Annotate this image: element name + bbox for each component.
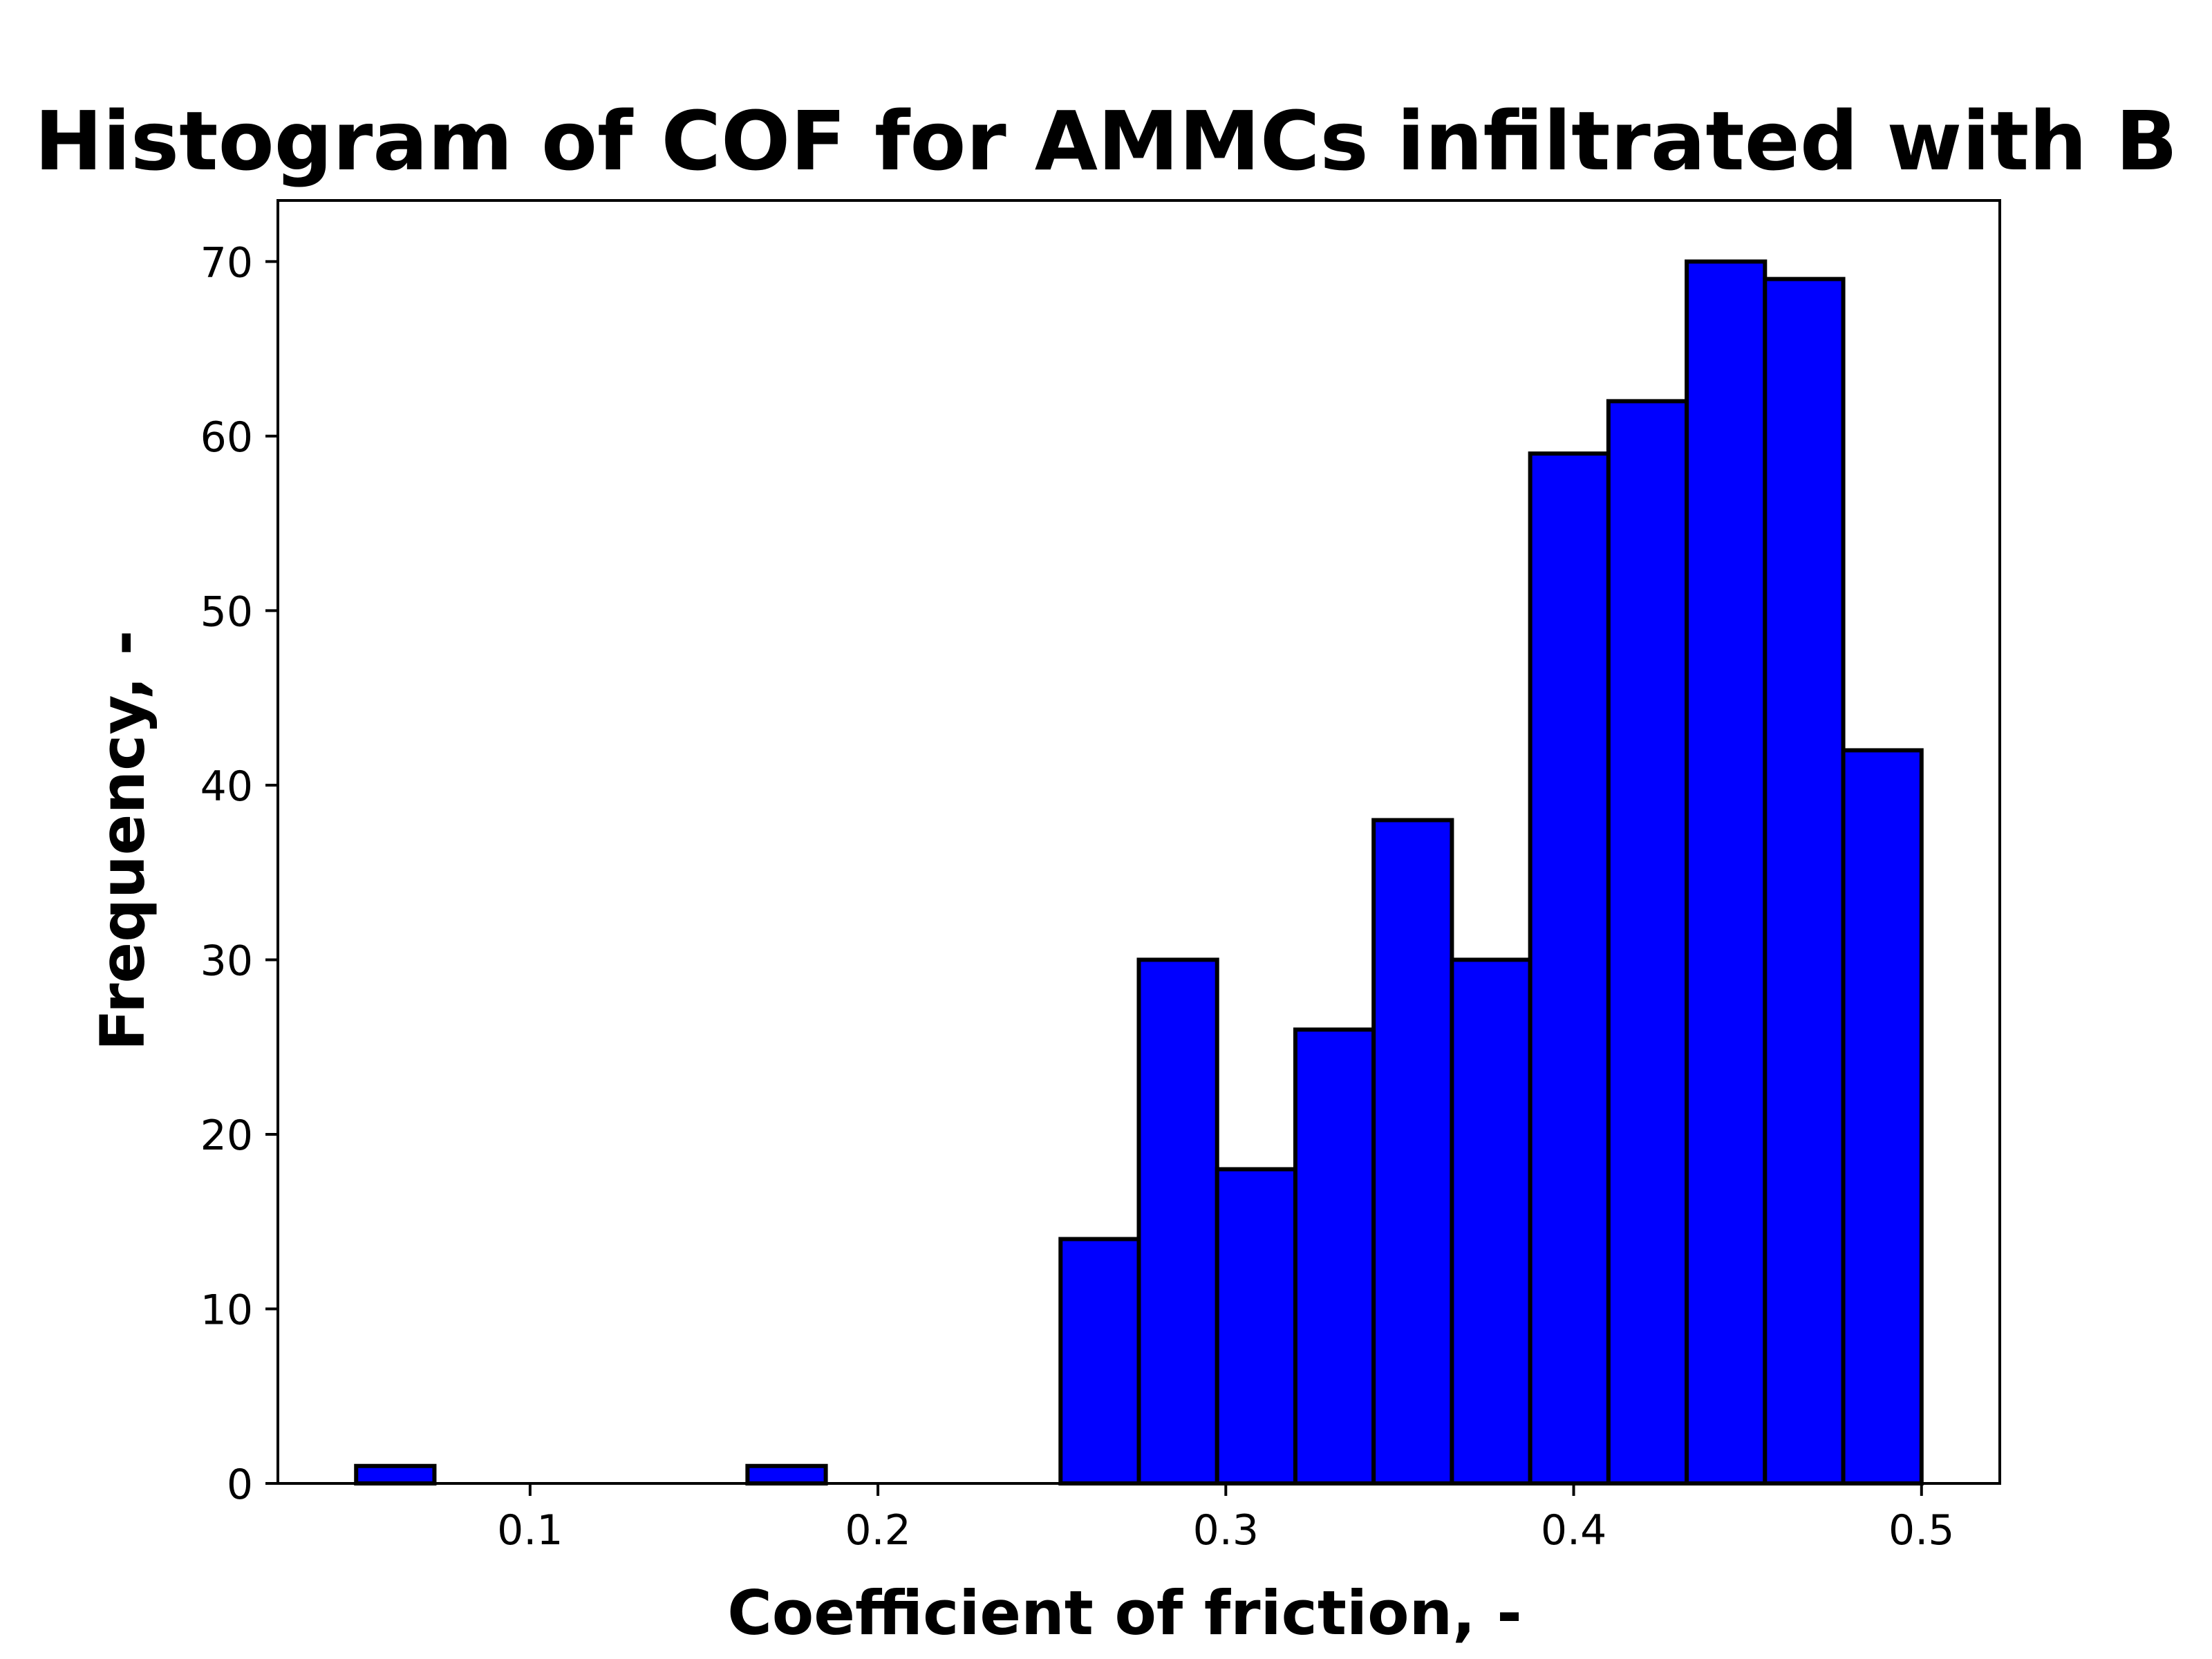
y-tick-label: 70 <box>200 238 253 287</box>
histogram-bar <box>1136 957 1219 1485</box>
y-tick-label: 30 <box>200 937 253 985</box>
y-tick-label: 60 <box>200 413 253 462</box>
x-axis-ticks: 0.1 0.2 0.3 0.4 0.5 <box>497 1483 1954 1555</box>
histogram-bar <box>1528 451 1611 1485</box>
y-tick-label: 50 <box>200 588 253 636</box>
y-tick-label: 10 <box>200 1286 253 1334</box>
x-axis-label: Coefficient of friction, - <box>727 1577 1522 1649</box>
histogram-bar <box>1450 957 1533 1485</box>
histogram-bar <box>1371 818 1454 1486</box>
histogram-bar <box>1606 399 1689 1485</box>
x-tick-label: 0.5 <box>1888 1506 1954 1555</box>
y-axis-ticks: 0 10 20 30 40 50 60 70 <box>200 238 278 1509</box>
x-tick-label: 0.4 <box>1541 1506 1606 1555</box>
histogram-bar <box>1058 1237 1141 1485</box>
chart-title: Histogram of COF for AMMCs infiltrated w… <box>35 93 2178 189</box>
histogram-bar <box>1293 1027 1376 1485</box>
x-tick-label: 0.1 <box>497 1506 563 1555</box>
histogram-bar <box>745 1463 828 1485</box>
plot-frame <box>276 199 2001 1485</box>
bars-group <box>354 259 1924 1486</box>
x-tick-label: 0.2 <box>845 1506 910 1555</box>
histogram-bar <box>1215 1167 1297 1485</box>
y-tick-label: 40 <box>200 762 253 811</box>
histogram-bar <box>1841 748 1924 1485</box>
x-tick-label: 0.3 <box>1193 1506 1259 1555</box>
histogram-bar <box>1763 276 1846 1485</box>
histogram-bar <box>354 1463 437 1485</box>
y-tick-label: 0 <box>227 1461 253 1509</box>
histogram-bar <box>1685 259 1768 1485</box>
y-tick-label: 20 <box>200 1112 253 1160</box>
y-axis-label: Frequency, - <box>87 630 158 1051</box>
